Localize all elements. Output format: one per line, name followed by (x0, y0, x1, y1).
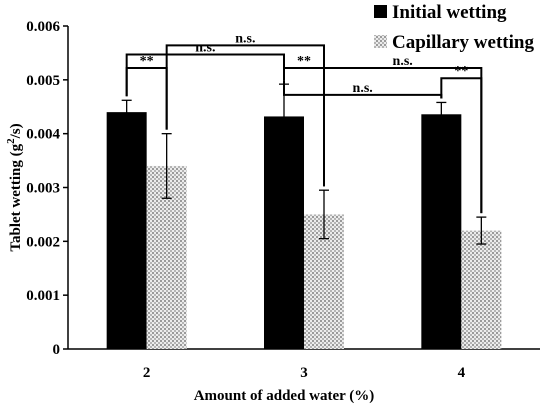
significance-label-double-star: ** (297, 54, 311, 69)
legend-swatch-initial (374, 5, 387, 18)
y-tick-label: 0.004 (26, 127, 60, 143)
y-tick-label: 0.005 (26, 73, 60, 89)
legend: Initial wetting Capillary wetting (374, 2, 534, 53)
significance-label-double-star: ** (454, 64, 468, 79)
x-tick-label: 2 (143, 365, 151, 381)
y-tick-label: 0.003 (26, 181, 60, 197)
significance-label-ns: n.s. (353, 81, 373, 96)
significance-label-ns: n.s. (195, 41, 215, 56)
legend-swatch-capillary (374, 35, 387, 48)
legend-label-capillary: Capillary wetting (392, 32, 534, 53)
significance-bracket (440, 77, 483, 214)
significance-label-ns: n.s. (393, 54, 413, 69)
y-tick-label: 0.002 (26, 234, 60, 250)
significance-annotations: ** n.s. n.s. ** n.s. n.s. ** (125, 31, 483, 214)
x-axis-title: Amount of added water (%) (194, 388, 375, 404)
y-axis-title-tail: /s) (8, 123, 24, 139)
bars (106, 112, 502, 349)
bar-initial-2 (106, 112, 147, 349)
y-tick-label: 0.001 (26, 288, 60, 304)
legend-label-initial: Initial wetting (392, 2, 507, 23)
significance-label-double-star: ** (140, 54, 154, 69)
x-ticks: 2 3 4 (143, 365, 466, 381)
x-tick-label: 3 (300, 365, 308, 381)
y-axis-title: Tablet wetting (g2/s) (5, 123, 24, 251)
x-tick-label: 4 (458, 365, 466, 381)
bar-initial-4 (421, 114, 462, 349)
y-ticks: 0 0.001 0.002 0.003 0.004 0.005 0.006 (26, 19, 68, 358)
significance-label-ns: n.s. (235, 31, 255, 46)
bar-capillary-4 (461, 230, 502, 349)
bar-initial-3 (264, 116, 304, 349)
y-axis-title-superscript: 2 (5, 138, 17, 144)
y-tick-label: 0 (53, 342, 61, 358)
y-axis-title-main: Tablet wetting (g (8, 143, 24, 251)
y-tick-label: 0.006 (26, 19, 60, 35)
